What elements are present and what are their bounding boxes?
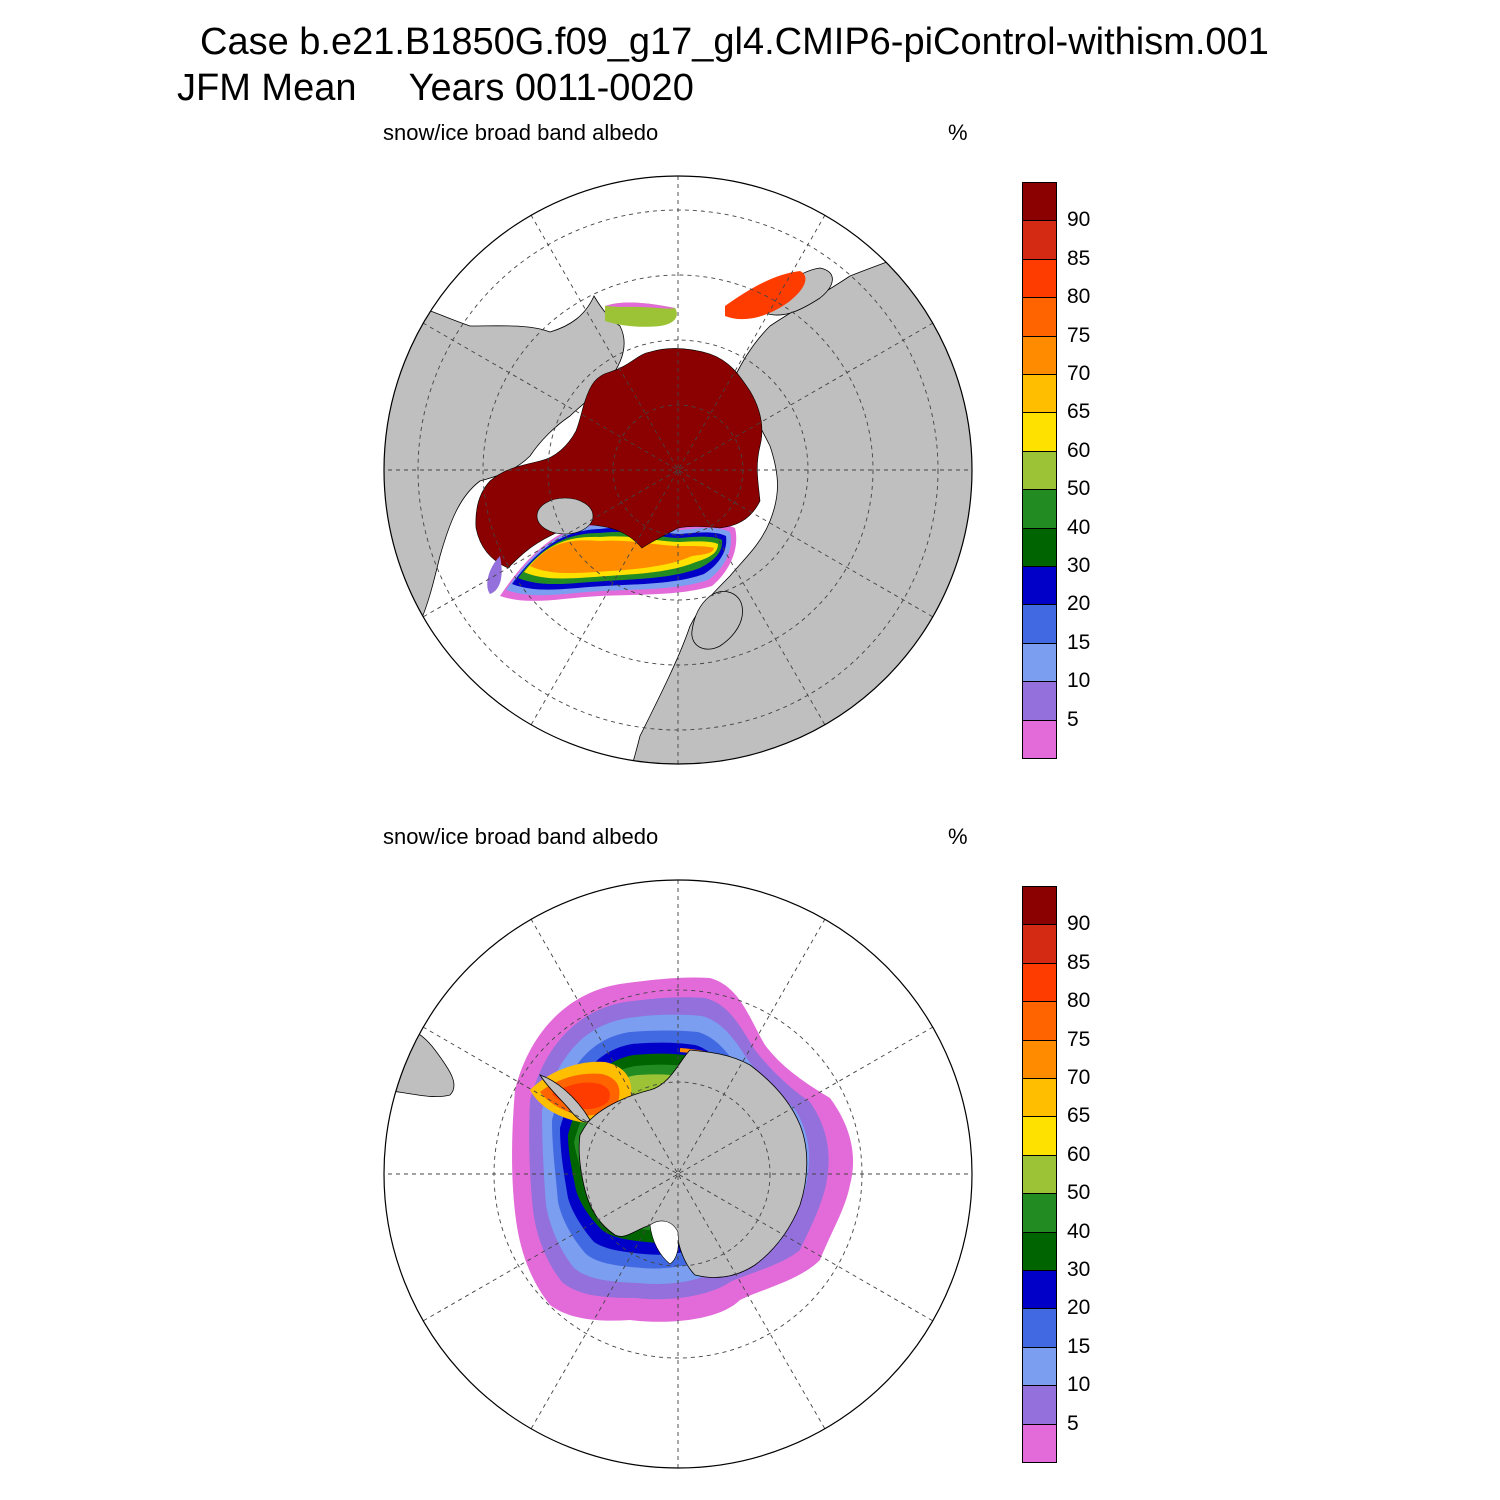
north-map-border [383,175,973,765]
colorbar-swatch [1022,1154,1057,1195]
colorbar-tick-label: 30 [1067,554,1091,577]
antarctic-peninsula [539,1074,591,1123]
south-colorbar: 90 85 80 75 70 65 60 50 40 30 20 15 10 5 [1022,886,1142,1463]
colorbar-tick-label: 20 [1067,592,1091,616]
colorbar-swatch [1022,1423,1057,1463]
colorbar-swatch [1022,258,1057,299]
colorbar-swatch [1022,489,1057,529]
colorbar-swatch [1022,1116,1057,1156]
colorbar-tick-label: 30 [1067,1258,1091,1281]
colorbar-tick-label: 85 [1067,246,1091,270]
south-graticule [384,880,972,1468]
colorbar-swatch [1022,604,1057,644]
colorbar-tick-label: 90 [1067,912,1091,936]
north-bering-ice [725,271,806,320]
north-baffin-margin [487,556,502,594]
north-hudson-bay [536,497,594,535]
north-graticule [384,176,972,764]
north-polar-panel: snow/ice broad band albedo % [0,0,1500,765]
north-okhotsk-edge [605,302,675,309]
colorbar-tick-label: 75 [1067,1027,1091,1051]
colorbar-tick-label: 20 [1067,1296,1091,1320]
colorbar-tick-label: 5 [1067,1411,1079,1435]
colorbar-swatch [1022,450,1057,491]
north-units-label: % [948,120,968,145]
colorbar-swatch [1022,681,1057,721]
colorbar-swatch [1022,1039,1057,1079]
colorbar-tick-label: 40 [1067,515,1091,539]
colorbar-swatch [1022,182,1057,222]
colorbar-tick-label: 75 [1067,323,1091,347]
colorbar-tick-label: 15 [1067,1334,1091,1358]
colorbar-swatch [1022,220,1057,260]
colorbar-tick-label: 70 [1067,1066,1091,1089]
south-ross-sea [649,1220,679,1265]
colorbar-swatch [1022,374,1057,414]
south-variable-label: snow/ice broad band albedo [383,824,659,849]
colorbar-swatch [1022,1001,1057,1041]
colorbar-tick-label: 85 [1067,950,1091,974]
colorbar-swatch [1022,1346,1057,1387]
colorbar-swatch [1022,412,1057,452]
colorbar-swatch [1022,719,1057,759]
colorbar-tick-label: 65 [1067,1104,1091,1128]
colorbar-swatch [1022,886,1057,926]
figure-title-line2: JFM Mean Years 0011-0020 [177,67,694,109]
south-polar-map [383,879,973,1469]
north-variable-label: snow/ice broad band albedo [383,120,659,145]
colorbar-swatch [1022,1385,1057,1425]
colorbar-tick-label: 65 [1067,400,1091,424]
colorbar-swatch [1022,924,1057,964]
south-units-label: % [948,824,968,849]
colorbar-swatch [1022,566,1057,606]
colorbar-swatch [1022,1231,1057,1271]
colorbar-tick-label: 15 [1067,630,1091,654]
colorbar-tick-label: 50 [1067,477,1091,501]
colorbar-tick-label: 10 [1067,669,1091,693]
colorbar-tick-label: 80 [1067,989,1091,1013]
colorbar-tick-label: 5 [1067,707,1079,731]
scandinavia-land [691,591,743,650]
colorbar-swatch [1022,1308,1057,1348]
antarctica-land [578,1049,808,1278]
colorbar-swatch [1022,297,1057,337]
colorbar-tick-label: 40 [1067,1219,1091,1243]
colorbar-tick-label: 60 [1067,1142,1091,1166]
colorbar-tick-label: 50 [1067,1181,1091,1205]
colorbar-swatch [1022,1078,1057,1118]
colorbar-swatch [1022,1193,1057,1233]
colorbar-tick-label: 10 [1067,1373,1091,1397]
north-ice-margin [500,518,737,601]
south-map-border [383,879,973,1469]
colorbar-tick-label: 70 [1067,362,1091,385]
north-okhotsk-ice [605,302,677,327]
north-polar-map [383,175,973,765]
north-colorbar: 90 85 80 75 70 65 60 50 40 30 20 15 10 5 [1022,182,1142,759]
colorbar-swatch [1022,527,1057,567]
colorbar-swatch [1022,335,1057,375]
colorbar-swatch [1022,1270,1057,1310]
colorbar-tick-label: 80 [1067,285,1091,309]
figure-title-line1: Case b.e21.B1850G.f09_g17_gl4.CMIP6-piCo… [200,21,1269,63]
colorbar-tick-label: 90 [1067,208,1091,232]
south-polar-panel: snow/ice broad band albedo % [0,704,1500,1469]
colorbar-swatch [1022,642,1057,683]
colorbar-swatch [1022,962,1057,1003]
colorbar-tick-label: 60 [1067,438,1091,462]
